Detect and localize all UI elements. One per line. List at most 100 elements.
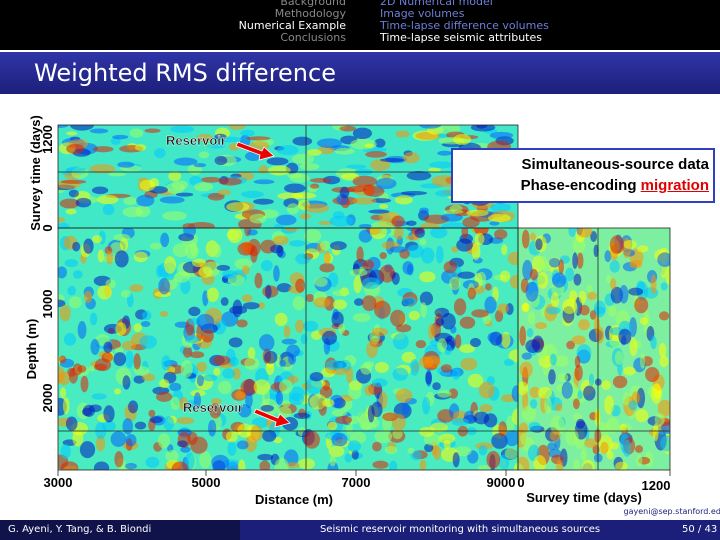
texture [160,232,170,248]
texture [419,291,434,306]
texture [149,416,163,424]
texture [437,390,452,398]
texture [379,252,387,260]
texture [139,335,157,349]
subsection[interactable]: Time-lapse difference volumes [380,19,549,32]
texture [291,153,315,164]
texture [258,334,275,352]
subsection[interactable]: 2D Numerical model [380,0,493,8]
texture [434,307,450,318]
texture [425,371,432,385]
texture [72,270,83,279]
texture [331,409,348,417]
texture [606,450,614,460]
texture [521,352,532,360]
section[interactable]: Background [280,0,346,8]
texture [589,310,597,320]
section[interactable]: Methodology [274,7,346,20]
texture [94,358,112,372]
texture [537,271,549,289]
section[interactable]: Numerical Example [238,19,346,32]
section[interactable]: Conclusions [280,31,346,44]
texture [629,337,638,357]
texture [250,425,263,442]
authors: G. Ayeni, Y. Tang, & B. Biondi [0,520,240,540]
texture [323,250,331,265]
texture [178,397,189,411]
texture [196,361,208,373]
texture [552,272,567,288]
texture [605,274,612,284]
texture [509,274,518,289]
texture [253,179,275,185]
texture [422,396,431,415]
texture [129,284,144,292]
texture [435,245,444,264]
texture [645,366,660,383]
top-panel [58,125,518,228]
texture [453,134,472,145]
subsection[interactable]: Image volumes [380,7,465,20]
texture [594,316,601,334]
texture [594,408,601,427]
texture [572,398,580,410]
texture [133,375,145,384]
link[interactable]: migration [640,177,709,194]
texture [578,319,590,331]
texture [451,367,461,381]
subsection[interactable]: Time-lapse seismic attributes [380,31,542,44]
texture [612,375,628,389]
texture [577,390,583,400]
texture [614,350,624,366]
texture [298,458,316,470]
texture [133,323,142,332]
texture [274,312,288,327]
texture [321,330,338,345]
texture [419,459,427,470]
texture [374,361,389,374]
texture [432,382,441,391]
texture [371,378,388,388]
texture [60,461,79,470]
texture [628,287,644,296]
texture [660,282,668,291]
texture [485,283,492,291]
texture [176,417,195,425]
texture [420,247,435,264]
texture [522,302,530,313]
texture [530,232,536,241]
texture [332,299,347,310]
texture [508,349,518,363]
texture [525,281,539,302]
texture [169,382,182,392]
texture [319,386,333,398]
texture [67,285,77,296]
texture [66,131,78,136]
callout: Simultaneous-source data Phase-encoding … [451,148,715,203]
texture [583,385,596,401]
texture [424,443,434,453]
texture [414,228,425,238]
texture [196,133,213,142]
texture [352,197,377,205]
texture [528,421,541,432]
texture [173,271,190,283]
texture [573,459,580,470]
texture [650,335,657,350]
texture [140,321,151,328]
tick-label: 5000 [192,475,221,490]
texture [390,309,406,327]
texture [467,373,484,388]
texture [264,351,278,364]
texture [351,449,359,460]
texture [576,252,584,269]
texture [275,390,284,405]
texture [165,449,179,463]
texture [245,391,253,409]
talk-title: Seismic reservoir monitoring with simult… [240,520,680,540]
texture [295,319,305,333]
side-panel [518,228,670,470]
texture [610,278,617,290]
texture [615,461,628,470]
texture [158,378,170,389]
